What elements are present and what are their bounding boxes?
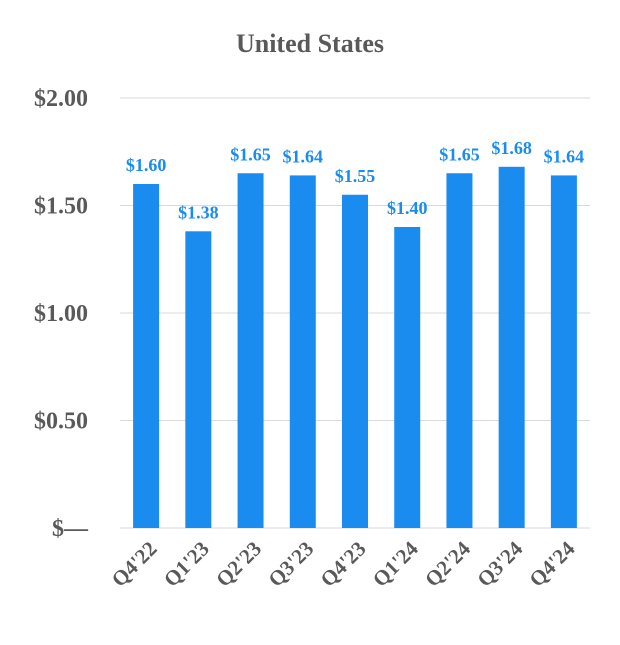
x-tick-label: Q3'24	[472, 536, 527, 591]
x-tick-label: Q3'23	[263, 537, 318, 592]
data-label: $1.64	[544, 146, 585, 166]
x-tick-label: Q1'24	[368, 536, 423, 591]
y-tick-label: $1.50	[34, 194, 88, 220]
data-label: $1.64	[283, 146, 324, 166]
x-tick-label: Q4'24	[525, 536, 580, 591]
bar	[498, 166, 525, 529]
x-tick-label: Q2'24	[420, 536, 475, 591]
data-label: $1.55	[335, 166, 376, 186]
y-tick-label: $0.50	[34, 409, 88, 435]
x-axis-ticks: Q4'22Q1'23Q2'23Q3'23Q4'23Q1'24Q2'24Q3'24…	[107, 536, 580, 591]
x-tick-label: Q1'23	[159, 537, 214, 592]
data-label: $1.65	[439, 144, 480, 164]
x-tick-label: Q4'23	[316, 537, 371, 592]
data-label: $1.38	[178, 202, 219, 222]
bar	[185, 231, 212, 529]
bar	[133, 184, 160, 528]
bar	[446, 173, 473, 528]
y-axis-ticks: $— $0.50 $1.00 $1.50 $2.00	[34, 86, 89, 542]
data-label: $1.65	[230, 144, 271, 164]
bar	[237, 173, 264, 528]
data-label: $1.40	[387, 198, 428, 218]
x-tick-label: Q4'22	[107, 537, 162, 592]
y-tick-label: $1.00	[34, 301, 88, 327]
chart-title: United States	[236, 29, 384, 58]
bar	[342, 194, 368, 528]
data-label: $1.60	[126, 155, 167, 175]
data-label: $1.68	[491, 138, 532, 158]
x-tick-label: Q2'23	[211, 537, 266, 592]
bars	[133, 166, 577, 529]
data-labels: $1.60 $1.38 $1.65 $1.64 $1.55 $1.40 $1.65 $1.68…	[126, 138, 584, 223]
y-tick-label: $2.00	[34, 86, 88, 112]
y-tick-label: $—	[52, 516, 89, 542]
bar	[550, 175, 577, 528]
bar	[394, 227, 421, 528]
bar	[289, 175, 316, 528]
